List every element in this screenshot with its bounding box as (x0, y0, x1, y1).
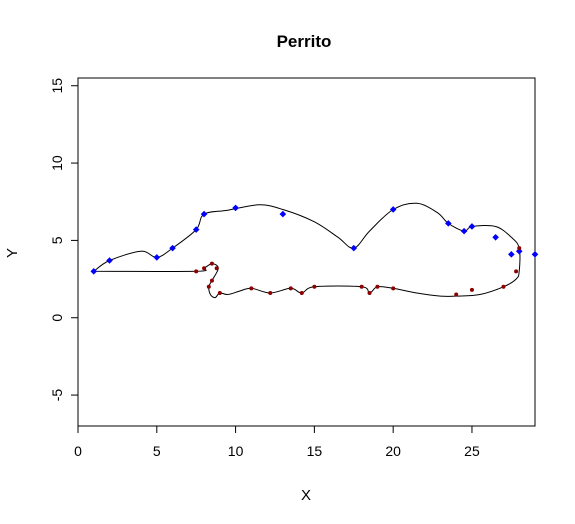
y-axis-label: Y (4, 248, 21, 258)
data-point-s0-2 (153, 254, 161, 261)
data-point-s1-18 (501, 284, 506, 289)
data-point-s0-8 (350, 244, 358, 252)
x-tick-label-3: 15 (307, 443, 323, 459)
outline-curve-0 (93, 202, 521, 299)
data-point-s1-3 (214, 266, 219, 271)
x-axis: 0 5 10 15 20 25 (74, 425, 480, 459)
y-tick-label-0: -5 (49, 389, 65, 402)
data-point-s1-14 (375, 284, 380, 289)
data-point-s1-20 (517, 246, 522, 251)
data-point-s0-3 (169, 244, 176, 252)
data-point-s0-10 (445, 220, 452, 227)
y-tick-label-4: 15 (49, 78, 65, 94)
data-point-s0-16 (531, 251, 539, 258)
x-tick-label-4: 20 (385, 443, 401, 459)
y-tick-label-2: 5 (49, 236, 65, 244)
data-point-s0-7 (279, 210, 287, 218)
data-point-s0-11 (460, 227, 468, 235)
data-point-s0-13 (492, 234, 499, 241)
data-point-s1-17 (469, 287, 474, 292)
data-point-s1-16 (454, 292, 459, 297)
data-point-s1-5 (206, 284, 211, 289)
data-point-s1-11 (312, 284, 317, 289)
data-point-s1-7 (249, 286, 254, 291)
chart-title: Perrito (277, 32, 332, 51)
x-tick-label-0: 0 (74, 443, 82, 459)
data-point-s0-6 (232, 204, 239, 212)
data-point-s1-0 (194, 269, 199, 274)
y-tick-label-1: 0 (49, 314, 65, 322)
data-point-s0-1 (106, 257, 113, 264)
data-point-s0-0 (90, 268, 98, 275)
x-axis-label: X (301, 487, 311, 504)
point-layer (90, 204, 539, 297)
x-tick-label-5: 25 (464, 443, 480, 459)
data-point-s1-9 (288, 286, 293, 291)
y-axis: -5 0 5 10 15 (49, 78, 79, 402)
data-point-s0-15 (515, 247, 523, 255)
data-point-s0-5 (200, 210, 208, 218)
y-tick-label-3: 10 (49, 155, 65, 171)
data-point-s1-12 (359, 284, 364, 289)
data-point-s1-2 (209, 261, 214, 266)
data-point-s1-13 (367, 290, 372, 295)
data-point-s0-4 (192, 226, 200, 233)
data-point-s1-8 (268, 290, 273, 295)
data-point-s0-14 (508, 251, 515, 258)
data-point-s0-12 (468, 223, 476, 230)
data-point-s1-1 (202, 266, 207, 271)
data-point-s0-9 (389, 206, 397, 213)
x-tick-label-2: 10 (228, 443, 244, 459)
data-point-s1-10 (299, 290, 304, 295)
data-point-s1-4 (209, 278, 214, 283)
data-point-s1-19 (514, 269, 519, 274)
data-point-s1-6 (217, 290, 222, 295)
curve-layer (93, 202, 521, 299)
data-point-s1-15 (391, 286, 396, 291)
x-tick-label-1: 5 (153, 443, 161, 459)
